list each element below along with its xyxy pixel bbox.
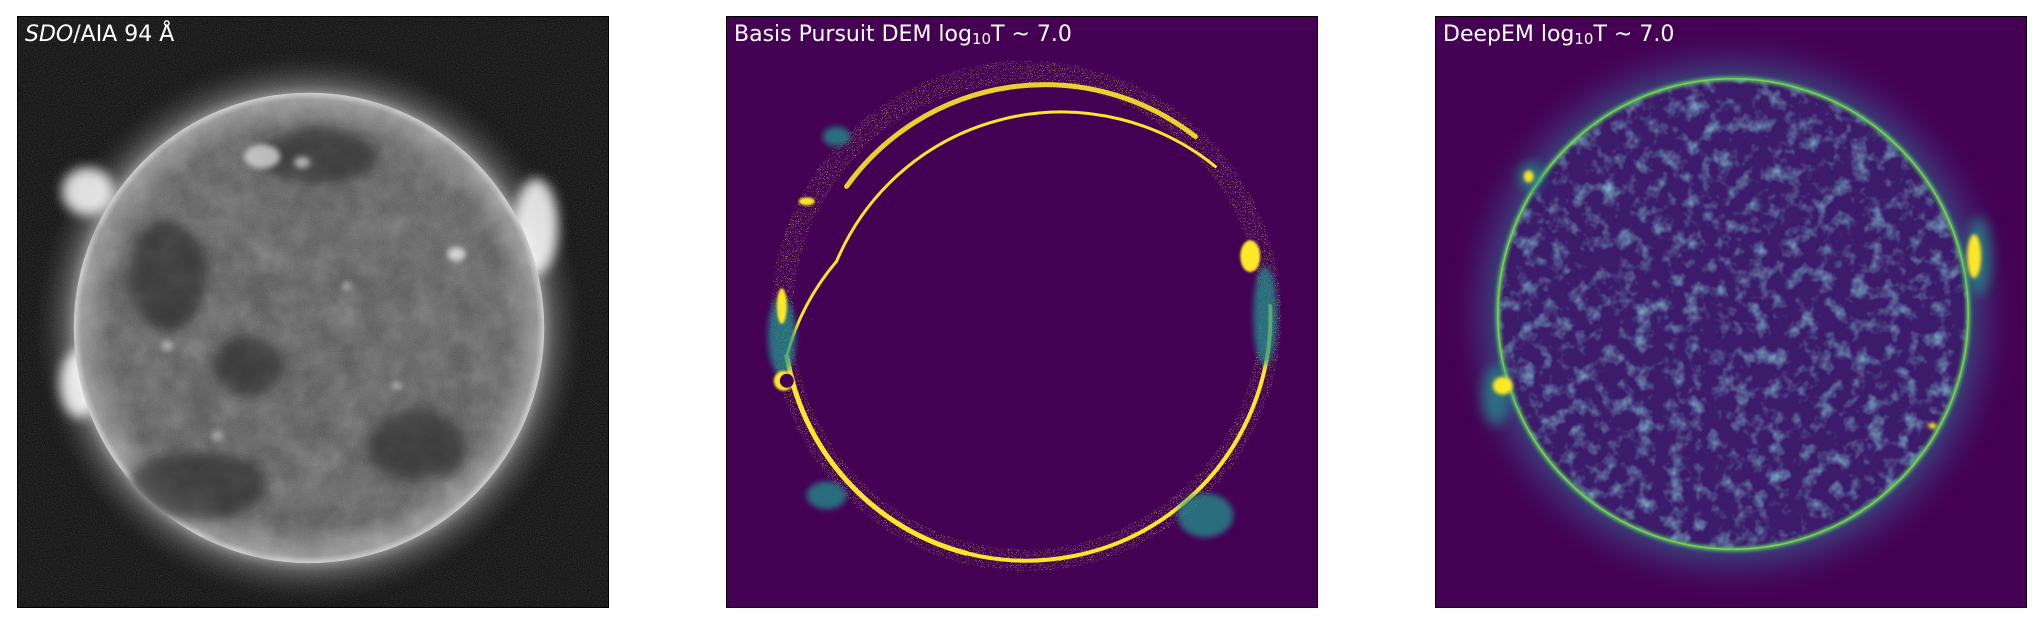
aia-94-title: SDO/AIA 94 Å xyxy=(25,22,175,47)
aia-94-sun-image xyxy=(18,17,608,607)
bp-dem-title: Basis Pursuit DEM log10T ~ 7.0 xyxy=(734,22,1072,48)
deepem-panel: DeepEM log10T ~ 7.0 xyxy=(1435,16,2027,608)
deepem-image xyxy=(1436,17,2026,607)
deepem-title: DeepEM log10T ~ 7.0 xyxy=(1443,22,1675,48)
aia-94-panel: SDO/AIA 94 Å xyxy=(17,16,609,608)
basis-pursuit-dem-image xyxy=(727,17,1317,607)
basis-pursuit-dem-panel: Basis Pursuit DEM log10T ~ 7.0 xyxy=(726,16,1318,608)
